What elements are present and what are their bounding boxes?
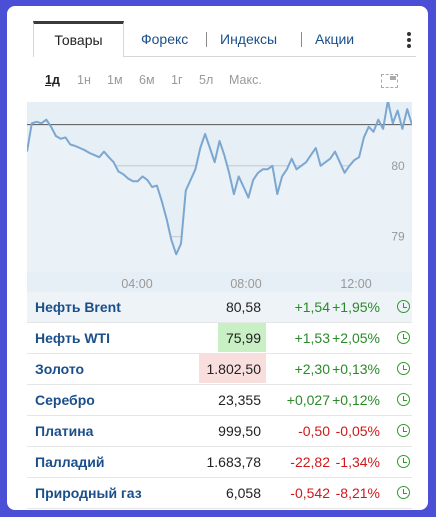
instrument-change: +1,54 [294,299,330,315]
instrument-price: 6,058 [225,485,261,501]
instrument-change-percent: +0,13% [332,361,380,377]
instrument-change-percent: +0,12% [332,392,380,408]
instrument-change-percent: -1,34% [335,454,380,470]
tab-divider [206,32,207,47]
instrument-price: 23,355 [218,392,261,408]
instrument-change-percent: -0,05% [335,423,380,439]
price-line [27,102,412,256]
instrument-change: -0,50 [298,423,330,439]
instrument-price: 1.802,50 [198,354,266,383]
instrument-price: 75,99 [217,323,266,352]
instrument-name[interactable]: Платина [35,423,94,439]
instrument-name[interactable]: Нефть WTI [35,330,110,346]
tab-forex[interactable]: Форекс [141,31,189,47]
clock-icon [397,331,410,344]
instrument-price: 80,58 [225,299,261,315]
tabs-underline [124,56,416,57]
clock-icon [397,393,410,406]
clock-icon [397,362,410,375]
instrument-price: 999,50 [218,423,261,439]
x-tick-label: 12:00 [340,277,371,291]
clock-icon [397,486,410,499]
market-tabs: Товары Форекс Индексы Акции [7,21,428,57]
period-1w[interactable]: 1н [77,73,91,87]
period-1y[interactable]: 1г [171,73,183,87]
quote-row[interactable]: Серебро 23,355 +0,027 +0,12% [27,385,412,416]
instrument-change-percent: +1,95% [332,299,380,315]
instrument-change: +1,53 [294,330,330,346]
price-chart: 80 79 04:00 08:00 12:00 [27,102,412,292]
tab-divider [301,32,302,47]
markets-widget: Товары Форекс Индексы Акции 1д 1н 1м 6м … [7,6,428,510]
clock-icon [397,300,410,313]
x-tick-label: 08:00 [230,277,261,291]
kebab-menu-icon[interactable] [405,31,413,49]
instrument-change: -22,82 [290,454,330,470]
instrument-name[interactable]: Нефть Brent [35,299,121,315]
instrument-change: -0,542 [290,485,330,501]
quote-row[interactable]: Палладий 1.683,78 -22,82 -1,34% [27,447,412,478]
instrument-name[interactable]: Серебро [35,392,95,408]
y-tick-label: 80 [391,159,405,173]
clock-icon [397,424,410,437]
quote-row[interactable]: Золото 1.802,50 +2,30 +0,13% [27,354,412,385]
instrument-name[interactable]: Палладий [35,454,105,470]
instrument-change: +2,30 [294,361,330,377]
period-1d[interactable]: 1д [45,73,60,87]
clock-icon [397,455,410,468]
expand-chart-icon[interactable] [381,74,398,88]
x-tick-label: 04:00 [121,277,152,291]
quote-row[interactable]: Нефть Brent 80,58 +1,54 +1,95% [27,292,412,323]
period-6m[interactable]: 6м [139,73,155,87]
tab-commodities[interactable]: Товары [33,21,124,57]
instrument-price: 1.683,78 [206,454,262,470]
period-5y[interactable]: 5л [199,73,214,87]
instrument-name[interactable]: Природный газ [35,485,142,501]
tab-indices[interactable]: Индексы [220,31,278,47]
quotes-table: Нефть Brent 80,58 +1,54 +1,95% Нефть WTI… [27,292,412,509]
instrument-change-percent: -8,21% [335,485,380,501]
y-tick-label: 79 [391,230,405,244]
quote-row[interactable]: Платина 999,50 -0,50 -0,05% [27,416,412,447]
quote-row[interactable]: Природный газ 6,058 -0,542 -8,21% [27,478,412,509]
price-area [27,102,412,272]
instrument-change-percent: +2,05% [332,330,380,346]
instrument-change: +0,027 [286,392,330,408]
quote-row[interactable]: Нефть WTI 75,99 +1,53 +2,05% [27,323,412,354]
tab-stocks[interactable]: Акции [315,31,355,47]
instrument-name[interactable]: Золото [35,361,85,377]
period-1m[interactable]: 1м [107,73,123,87]
period-max[interactable]: Макс. [229,73,262,87]
